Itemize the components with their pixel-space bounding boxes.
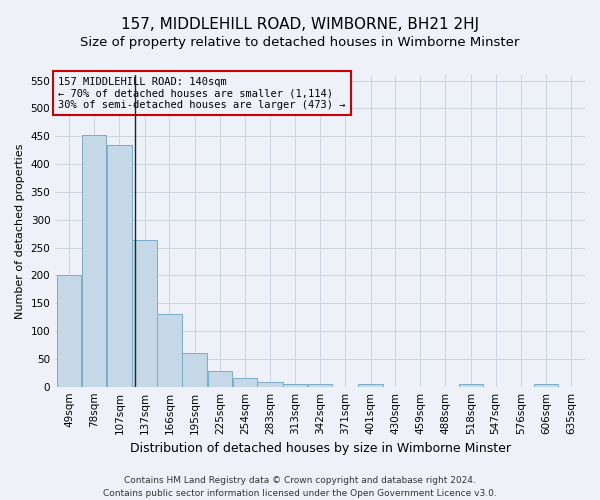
- Bar: [57, 276, 82, 386]
- Bar: [283, 384, 307, 386]
- Bar: [458, 384, 483, 386]
- Bar: [82, 135, 106, 386]
- Y-axis label: Number of detached properties: Number of detached properties: [15, 143, 25, 318]
- Bar: [107, 144, 132, 386]
- Bar: [208, 371, 232, 386]
- Bar: [157, 314, 182, 386]
- Bar: [308, 384, 332, 386]
- Bar: [133, 240, 157, 386]
- Bar: [534, 384, 558, 386]
- Text: Contains HM Land Registry data © Crown copyright and database right 2024.
Contai: Contains HM Land Registry data © Crown c…: [103, 476, 497, 498]
- Bar: [257, 382, 283, 386]
- Bar: [233, 378, 257, 386]
- Text: 157 MIDDLEHILL ROAD: 140sqm
← 70% of detached houses are smaller (1,114)
30% of : 157 MIDDLEHILL ROAD: 140sqm ← 70% of det…: [58, 76, 346, 110]
- Bar: [182, 354, 207, 386]
- Text: Size of property relative to detached houses in Wimborne Minster: Size of property relative to detached ho…: [80, 36, 520, 49]
- Text: 157, MIDDLEHILL ROAD, WIMBORNE, BH21 2HJ: 157, MIDDLEHILL ROAD, WIMBORNE, BH21 2HJ: [121, 18, 479, 32]
- X-axis label: Distribution of detached houses by size in Wimborne Minster: Distribution of detached houses by size …: [130, 442, 511, 455]
- Bar: [358, 384, 383, 386]
